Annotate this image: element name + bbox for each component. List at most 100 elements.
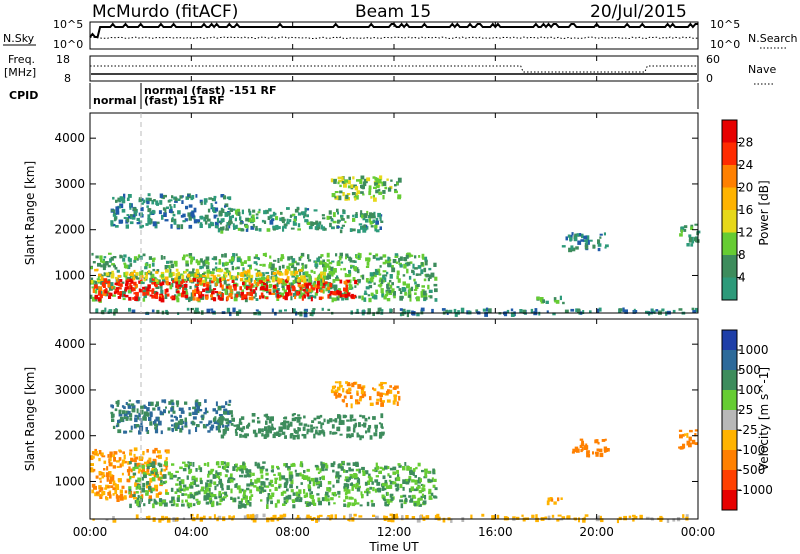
- velocity-cell: [633, 516, 638, 519]
- power-cell: [388, 279, 392, 283]
- velocity-cell: [405, 515, 409, 519]
- freq-unit: [MHz]: [4, 66, 36, 79]
- power-cell: [208, 223, 211, 229]
- power-cell: [349, 284, 353, 289]
- power-cell: [369, 212, 372, 217]
- power-cell: [577, 240, 582, 245]
- velocity-cell: [371, 503, 375, 507]
- power-cell: [580, 239, 584, 242]
- velocity-cell: [323, 497, 327, 502]
- velocity-cell: [212, 408, 216, 412]
- velocity-cell: [262, 489, 267, 492]
- velocity-cell: [192, 462, 195, 467]
- power-cell: [156, 309, 160, 314]
- velocity-cell: [320, 424, 323, 429]
- velocity-cell: [345, 470, 349, 473]
- velocity-cell: [238, 421, 243, 425]
- velocity-cell: [356, 487, 361, 492]
- velocity-cell: [396, 476, 401, 482]
- power-cell: [135, 291, 139, 297]
- velocity-cell: [289, 474, 294, 479]
- velocity-cell: [274, 480, 278, 484]
- power-cell: [223, 274, 226, 277]
- power-cell: [249, 264, 252, 270]
- power-cell: [333, 297, 337, 302]
- velocity-cell: [171, 402, 175, 406]
- velocity-cell: [416, 501, 421, 506]
- velocity-cell: [400, 495, 403, 498]
- power-cell: [354, 279, 358, 285]
- velocity-cell: [126, 478, 130, 483]
- power-cell: [329, 282, 333, 288]
- velocity-cell: [115, 484, 119, 488]
- velocity-cell: [481, 513, 485, 517]
- velocity-cell: [110, 411, 114, 415]
- power-cell: [276, 270, 279, 275]
- velocity-cell: [325, 464, 329, 469]
- power-cell: [195, 259, 198, 264]
- power-cell: [260, 282, 265, 287]
- power-cell: [672, 309, 676, 313]
- power-cell: [239, 277, 244, 282]
- velocity-cell: [531, 514, 535, 518]
- power-cell: [215, 282, 218, 287]
- velocity-cell: [299, 472, 302, 477]
- power-cell: [150, 275, 153, 280]
- power-cell: [344, 293, 348, 298]
- power-cell: [368, 187, 372, 193]
- power-cell: [192, 297, 196, 301]
- velocity-cell: [160, 468, 163, 472]
- velocity-cell: [337, 490, 341, 495]
- power-cell: [394, 255, 398, 258]
- power-cell: [362, 217, 366, 221]
- velocity-cell: [188, 407, 191, 411]
- power-cell: [250, 283, 254, 287]
- power-cell: [357, 253, 361, 259]
- power-cell: [268, 264, 271, 269]
- power-cell: [387, 256, 390, 261]
- velocity-cell: [195, 427, 198, 432]
- power-cell: [133, 281, 137, 286]
- velocity-cell: [343, 469, 346, 473]
- velocity-cell: [428, 491, 432, 495]
- velocity-cell: [241, 470, 244, 474]
- velocity-cell: [424, 468, 428, 472]
- power-cell: [98, 290, 101, 295]
- velocity-cell: [178, 480, 182, 486]
- velocity-cell: [414, 502, 417, 507]
- power-cell: [347, 197, 350, 201]
- power-cell: [227, 207, 232, 210]
- power-cell: [316, 257, 320, 263]
- power-cell: [218, 259, 221, 263]
- velocity-cell: [109, 494, 112, 499]
- velocity-cell: [207, 473, 210, 478]
- velocity-cell: [178, 408, 182, 411]
- velocity-cell: [242, 426, 246, 430]
- velocity-cell: [326, 516, 330, 520]
- power-cell: [679, 233, 683, 237]
- power-cell: [116, 288, 120, 294]
- power-cell: [408, 288, 412, 293]
- velocity-cell: [394, 483, 398, 487]
- velocity-cell: [133, 453, 136, 458]
- velocity-cell: [381, 392, 385, 395]
- power-cell: [151, 288, 155, 292]
- power-cell: [124, 286, 128, 292]
- power-cell: [418, 255, 421, 258]
- velocity-cell: [180, 479, 185, 485]
- power-cell: [229, 290, 234, 295]
- velocity-cell: [349, 473, 353, 477]
- velocity-cell: [282, 424, 287, 430]
- power-cell: [510, 312, 515, 317]
- power-cell: [379, 284, 382, 288]
- power-cell: [683, 228, 687, 232]
- power-cell: [690, 226, 694, 230]
- velocity-cell: [319, 414, 323, 418]
- power-cell: [291, 213, 296, 216]
- power-cell: [398, 258, 401, 263]
- velocity-colorbar-label: Velocity [m s^-1]: [757, 367, 771, 471]
- power-cell: [117, 274, 121, 278]
- power-cell: [315, 261, 318, 265]
- cpid-label: CPID: [9, 89, 38, 102]
- power-cell: [170, 263, 175, 269]
